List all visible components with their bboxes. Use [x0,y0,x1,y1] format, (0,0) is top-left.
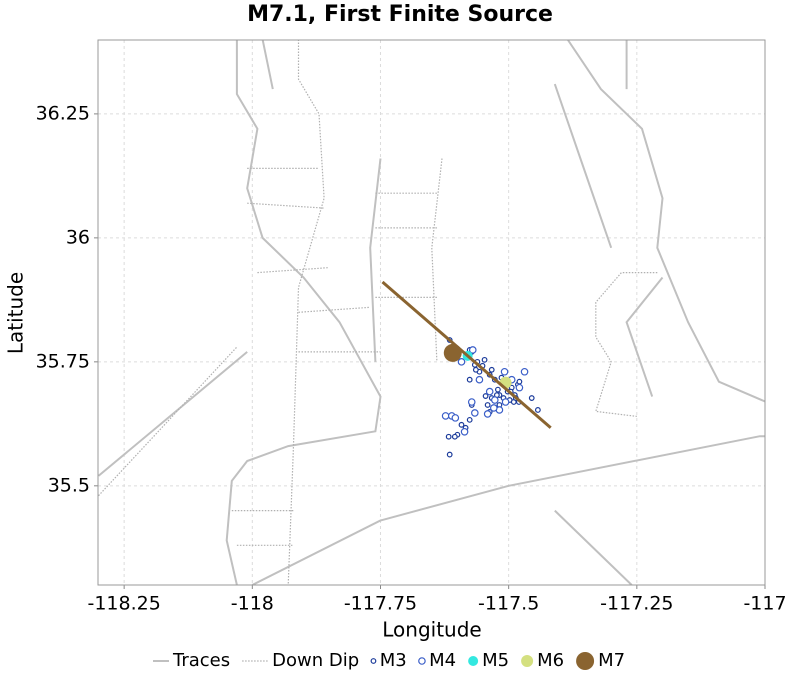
x-tick-label: -117.25 [600,593,673,615]
event-marker [520,367,529,376]
legend: Traces Down Dip M3 M4 M5 M6 M7 [153,650,625,671]
plot-area [98,40,765,585]
event-marker [475,375,484,384]
event-marker [534,407,541,413]
event-marker [441,412,450,420]
event-marker [484,402,491,408]
y-tick-label: 35.5 [48,474,90,496]
legend-label: M3 [380,650,407,671]
legend-swatch [468,656,479,666]
legend-swatch [521,655,534,667]
legend-label: M7 [598,650,625,671]
event-marker [467,398,476,406]
event-marker [460,427,469,436]
legend-swatch [418,657,426,665]
event-marker [451,414,460,422]
y-axis-label: Latitude [4,272,28,354]
legend-label: Traces [172,650,230,671]
event-marker [472,366,479,373]
event-marker [501,398,510,406]
event-marker [457,358,466,366]
x-tick-label: -118.25 [87,593,160,615]
event-marker [516,378,523,385]
chart-title: M7.1, First Finite Source [247,2,553,27]
event-marker [466,416,473,423]
trace-line [98,40,765,585]
legend-swatch [576,652,595,670]
legend-label: Down Dip [272,650,359,671]
event-marker [500,367,509,376]
legend-label: M6 [537,650,564,671]
event-marker [489,404,498,412]
event-marker [451,433,458,440]
event-marker [466,376,473,383]
y-tick-label: 35.75 [36,350,90,372]
event-marker [446,451,453,458]
down-dip-line [98,40,658,585]
event-marker [482,393,489,399]
legend-swatch [370,658,377,664]
plot-frame [97,39,766,586]
x-tick-label: -118 [231,593,274,615]
event-marker [483,410,492,418]
x-tick-label: -117 [743,593,786,615]
event-marker [471,409,479,417]
event-marker [488,366,495,373]
event-marker [443,343,462,362]
event-marker [468,346,477,354]
legend-label: M4 [429,650,456,671]
y-tick-label: 36.25 [36,102,90,124]
x-axis-label: Longitude [382,618,481,642]
event-marker [458,421,465,428]
event-marker [445,433,452,440]
event-marker [528,395,535,401]
event-marker [485,387,494,396]
x-tick-label: -117.75 [344,593,417,615]
y-tick-label: 36 [66,226,90,248]
rupture-line [381,280,552,429]
event-marker [494,386,501,393]
event-marker [481,356,488,363]
legend-label: M5 [482,650,509,671]
event-marker [491,396,499,404]
event-marker [515,383,524,392]
x-tick-label: -117.5 [478,593,539,615]
